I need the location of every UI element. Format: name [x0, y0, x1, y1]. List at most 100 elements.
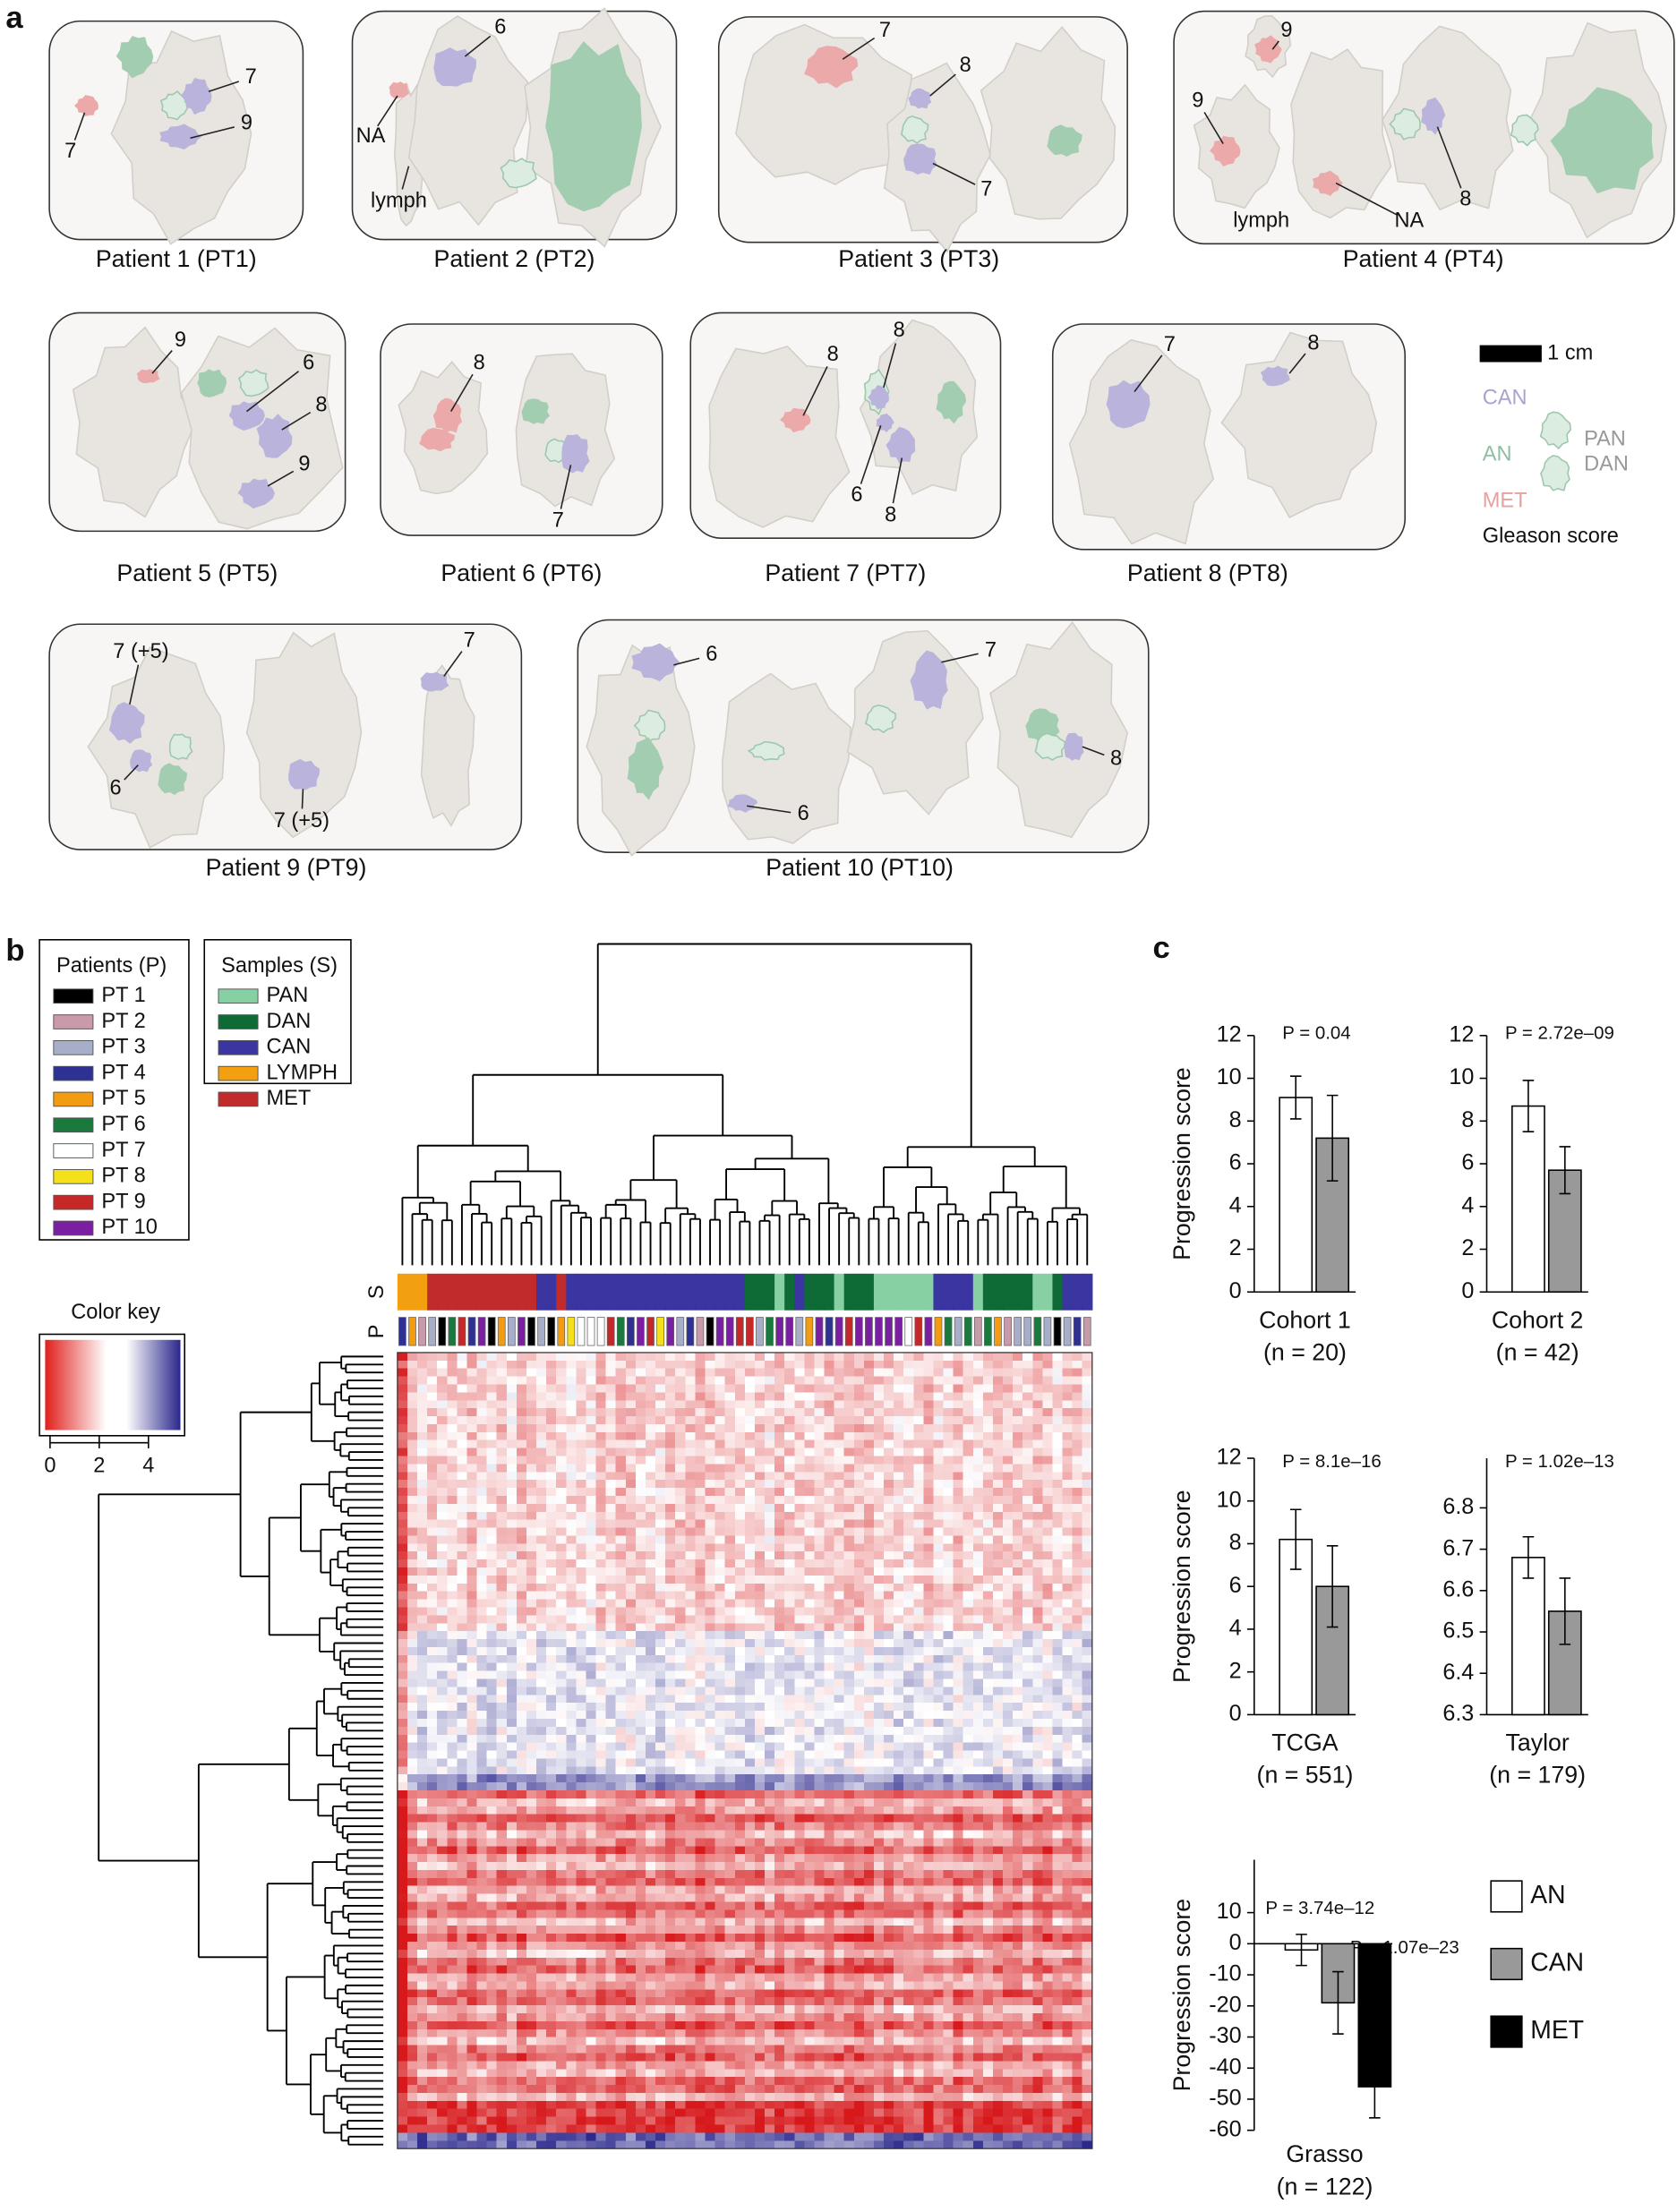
heatmap-cell	[457, 1376, 467, 1385]
heatmap-cell	[1082, 1687, 1093, 1695]
heatmap-cell	[437, 1711, 448, 1720]
region	[1389, 107, 1421, 141]
heatmap-cell	[853, 1416, 865, 1425]
heatmap-cell	[933, 1631, 944, 1640]
heatmap-cell	[765, 1535, 775, 1544]
heatmap-cell	[834, 1464, 845, 1473]
heatmap-cell	[1062, 1352, 1074, 1362]
heatmap-cell	[1022, 1654, 1033, 1664]
heatmap-cell	[714, 1742, 726, 1752]
heatmap-cell	[884, 1750, 894, 1759]
heatmap-cell	[625, 1670, 637, 1679]
heatmap-cell	[705, 1758, 716, 1767]
heatmap-cell	[824, 1567, 835, 1576]
heatmap-cell	[506, 1416, 518, 1425]
heatmap-cell	[576, 1599, 586, 1608]
heatmap-cell	[635, 1408, 646, 1417]
heatmap-cell	[645, 1615, 656, 1624]
heatmap-cell	[556, 1376, 567, 1385]
heatmap-cell	[1082, 1423, 1093, 1433]
heatmap-cell	[1013, 1790, 1023, 1799]
heatmap-cell	[437, 1408, 448, 1417]
heatmap-cell	[437, 1774, 448, 1783]
heatmap-cell	[765, 1392, 775, 1401]
heatmap-cell	[655, 1599, 666, 1608]
heatmap-cell	[843, 1758, 855, 1767]
heatmap-cell	[496, 1670, 508, 1679]
heatmap-cell	[834, 1503, 845, 1513]
heatmap-cell	[695, 1488, 706, 1497]
heatmap-cell	[476, 1599, 488, 1608]
region	[1064, 732, 1084, 761]
heatmap-cell	[486, 1806, 498, 1815]
heatmap-cell	[655, 1511, 666, 1521]
heatmap-cell	[1022, 1431, 1033, 1441]
gleason-label: 7	[552, 509, 564, 533]
heatmap-cell	[963, 1495, 974, 1505]
heatmap-cell	[972, 1670, 984, 1679]
heatmap-cell	[903, 1599, 914, 1608]
heatmap-cell	[705, 1782, 716, 1791]
heatmap-cell	[1032, 1448, 1043, 1457]
heatmap-cell	[496, 1408, 508, 1417]
heatmap-cell	[1022, 1766, 1033, 1775]
heatmap-cell	[635, 1798, 646, 1807]
heatmap-cell	[595, 1376, 607, 1385]
heatmap-cell	[685, 1567, 696, 1576]
legend-label: CAN	[267, 1036, 312, 1059]
heatmap-cell	[1032, 1423, 1043, 1433]
heatmap-cell	[526, 1798, 537, 1807]
heatmap-cell	[873, 1726, 885, 1736]
heatmap-cell	[427, 1654, 438, 1664]
heatmap-cell	[804, 1615, 815, 1624]
sample-track-cell	[853, 1273, 865, 1311]
heatmap-cell	[963, 1368, 974, 1378]
heatmap-cell	[992, 1615, 1004, 1624]
heatmap-cell	[982, 1703, 994, 1712]
heatmap-cell	[972, 1711, 984, 1720]
heatmap-cell	[1082, 1535, 1093, 1544]
heatmap-cell	[526, 1790, 537, 1799]
heatmap-cell	[774, 1814, 785, 1823]
heatmap-cell	[675, 1734, 686, 1744]
heatmap-cell	[506, 1726, 518, 1736]
heatmap-cell	[814, 1742, 825, 1752]
heatmap-cell	[526, 1439, 537, 1449]
heatmap-cell	[1082, 1758, 1093, 1767]
heatmap-cell	[903, 1448, 914, 1457]
heatmap-cell	[963, 1734, 974, 1744]
heatmap-cell	[1072, 1567, 1083, 1576]
heatmap-cell	[774, 1790, 785, 1799]
heatmap-cell	[824, 1423, 835, 1433]
heatmap-cell	[1082, 1480, 1093, 1489]
heatmap-cell	[804, 1480, 815, 1489]
heatmap-cell	[447, 1758, 458, 1767]
heatmap-cell	[963, 1376, 974, 1385]
heatmap-cell	[576, 1750, 586, 1759]
heatmap-cell	[1062, 1718, 1074, 1728]
heatmap-cell	[804, 1511, 815, 1521]
heatmap-cell	[427, 1535, 438, 1544]
patient-track-cell	[487, 1317, 496, 1346]
heatmap-cell	[744, 1639, 756, 1648]
heatmap-cell	[665, 1790, 676, 1799]
heatmap-cell	[566, 1758, 577, 1767]
heatmap-cell	[923, 1814, 934, 1823]
heatmap-cell	[566, 1488, 577, 1497]
heatmap-cell	[963, 1472, 974, 1481]
heatmap-cell	[437, 1814, 448, 1823]
heatmap-cell	[784, 1734, 795, 1744]
heatmap-cell	[516, 1416, 527, 1425]
heatmap-cell	[903, 1423, 914, 1433]
heatmap-cell	[943, 1416, 954, 1425]
heatmap-cell	[1062, 1360, 1074, 1370]
heatmap-cell	[814, 1766, 825, 1775]
heatmap-cell	[853, 1519, 865, 1529]
heatmap-cell	[476, 1408, 488, 1417]
heatmap-cell	[1062, 1766, 1074, 1775]
heatmap-cell	[724, 1766, 736, 1775]
heatmap-cell	[635, 1416, 646, 1425]
heatmap-cell	[982, 1360, 994, 1370]
heatmap-cell	[1013, 1814, 1023, 1823]
heatmap-cell	[894, 1511, 904, 1521]
